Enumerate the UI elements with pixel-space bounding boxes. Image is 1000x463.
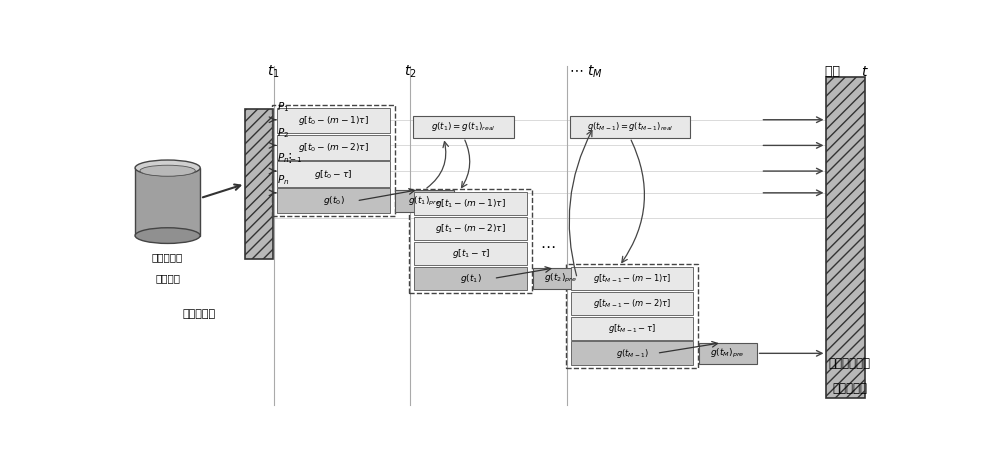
Text: $\vdots$: $\vdots$ <box>283 151 291 165</box>
Text: 刻的预测值: 刻的预测值 <box>832 382 867 395</box>
Text: $g[t_{M-1}-(m-2)\tau]$: $g[t_{M-1}-(m-2)\tau]$ <box>593 297 671 310</box>
Bar <box>272 106 395 216</box>
Bar <box>414 242 527 265</box>
Text: $g[t_1-(m-1)\tau]$: $g[t_1-(m-1)\tau]$ <box>435 197 506 210</box>
Text: $g[t_0-(m-1)\tau]$: $g[t_0-(m-1)\tau]$ <box>298 114 369 127</box>
Bar <box>571 342 693 365</box>
Text: $g[t_1-\tau]$: $g[t_1-\tau]$ <box>452 247 490 260</box>
Bar <box>245 109 273 259</box>
Text: $g(t_{M-1})=g(t_{M-1})_{real}$: $g(t_{M-1})=g(t_{M-1})_{real}$ <box>587 120 673 133</box>
Text: $g[t_{M-1}-(m-1)\tau]$: $g[t_{M-1}-(m-1)\tau]$ <box>593 272 671 285</box>
Text: 时刻: 时刻 <box>825 65 844 78</box>
Text: $t$: $t$ <box>861 65 869 79</box>
Text: $g(t_2)_{pre}$: $g(t_2)_{pre}$ <box>544 272 577 285</box>
Ellipse shape <box>135 228 200 244</box>
Text: $\mathit{P_n}$: $\mathit{P_n}$ <box>277 173 289 187</box>
Bar <box>571 267 693 290</box>
Text: $t_1$: $t_1$ <box>267 63 280 80</box>
Bar <box>414 192 527 215</box>
Text: $\mathit{P_{n-1}}$: $\mathit{P_{n-1}}$ <box>277 151 303 165</box>
Text: 光伏输出功: 光伏输出功 <box>152 252 183 262</box>
Bar <box>571 317 693 340</box>
Text: $g(t_1)_{pre}$: $g(t_1)_{pre}$ <box>408 194 441 207</box>
Bar <box>414 267 527 290</box>
Text: 相空间重构: 相空间重构 <box>182 309 215 319</box>
Bar <box>277 135 390 160</box>
Text: $\cdots$: $\cdots$ <box>540 238 555 253</box>
Text: $g(t_1)$: $g(t_1)$ <box>460 272 482 285</box>
Text: $\mathit{P_1}$: $\mathit{P_1}$ <box>277 100 289 114</box>
Text: $g[t_0-(m-2)\tau]$: $g[t_0-(m-2)\tau]$ <box>298 141 369 154</box>
Bar <box>570 116 690 138</box>
Bar <box>698 343 757 364</box>
Text: $\cdots\ t_M$: $\cdots\ t_M$ <box>569 63 603 80</box>
Ellipse shape <box>135 160 200 175</box>
Bar <box>277 108 390 133</box>
Text: $g(t_M)_{pre}$: $g(t_M)_{pre}$ <box>710 347 745 360</box>
Bar <box>533 268 588 289</box>
Text: $g(t_{M-1})$: $g(t_{M-1})$ <box>616 347 648 360</box>
Ellipse shape <box>140 165 195 176</box>
Bar <box>414 217 527 240</box>
Bar <box>277 162 390 187</box>
Bar <box>413 116 514 138</box>
Text: $g(t_0)$: $g(t_0)$ <box>323 194 344 207</box>
Bar <box>571 292 693 315</box>
Bar <box>409 189 532 293</box>
Text: $g(t_1)=g(t_1)_{real}$: $g(t_1)=g(t_1)_{real}$ <box>431 120 496 133</box>
Text: 一天中任一时: 一天中任一时 <box>829 357 871 370</box>
Text: $\mathit{P_2}$: $\mathit{P_2}$ <box>277 126 289 140</box>
Text: $g[t_{M-1}-\tau]$: $g[t_{M-1}-\tau]$ <box>608 322 656 335</box>
Bar <box>277 188 390 213</box>
Text: 率数据集: 率数据集 <box>155 273 180 283</box>
Text: $t_2$: $t_2$ <box>404 63 417 80</box>
Bar <box>395 190 454 213</box>
Text: $g[t_0-\tau]$: $g[t_0-\tau]$ <box>314 168 353 181</box>
Bar <box>826 77 865 398</box>
Text: $g[t_1-(m-2)\tau]$: $g[t_1-(m-2)\tau]$ <box>435 222 506 235</box>
Bar <box>566 264 698 368</box>
Bar <box>135 168 200 236</box>
